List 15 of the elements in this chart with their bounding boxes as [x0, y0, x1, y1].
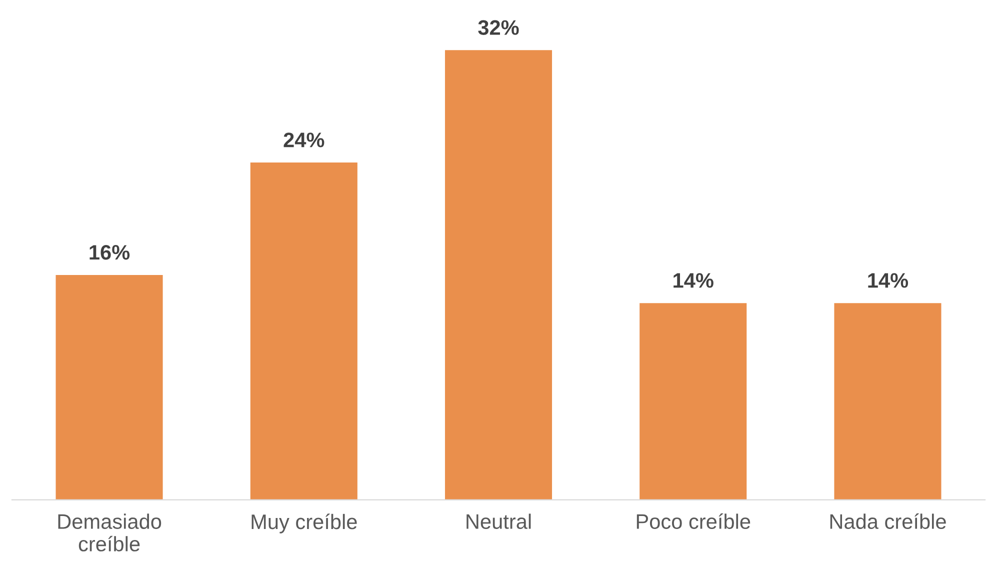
- data-label: 32%: [478, 20, 519, 35]
- x-tick-label: Muy creíble: [252, 514, 357, 534]
- bar: [834, 303, 942, 500]
- x-tick-label: Demasiado creíble: [58, 514, 162, 552]
- x-tick-label: Poco creíble: [636, 513, 750, 529]
- data-label: 14%: [868, 273, 908, 288]
- bar: [56, 274, 163, 500]
- bar: [250, 162, 358, 500]
- x-tick-label: Neutral: [466, 514, 531, 529]
- x-tick-label: Nada creíble: [830, 513, 946, 529]
- data-label: 24%: [284, 132, 324, 148]
- bar: [640, 303, 747, 500]
- bar: [444, 50, 552, 500]
- data-label: 16%: [90, 244, 130, 260]
- data-label: 14%: [674, 273, 714, 288]
